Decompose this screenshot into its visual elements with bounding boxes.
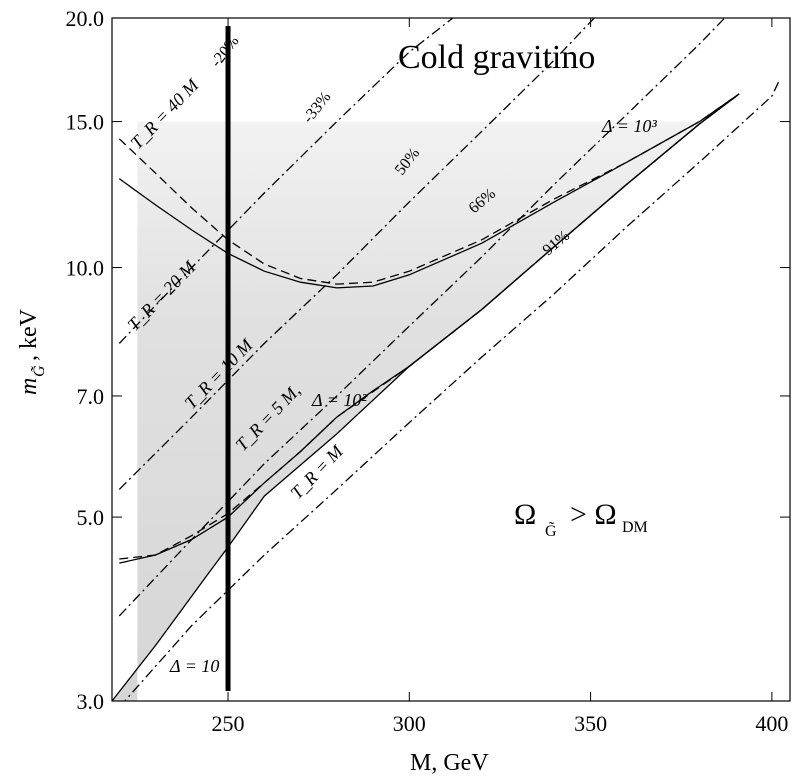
svg-text:DM: DM [622, 519, 648, 536]
x-axis-label: M, GeV [410, 750, 489, 776]
svg-text:Ω: Ω [514, 498, 536, 531]
svg-text:G̃: G̃ [30, 365, 48, 377]
series-line-7 [118, 18, 726, 617]
plot-frame [111, 17, 791, 702]
series-line-5 [118, 18, 454, 344]
y-tick-label-3: 10.0 [66, 256, 105, 281]
annotation-pct-33: -33% [300, 89, 335, 127]
y-tick-label-2: 7.0 [77, 384, 105, 409]
series-line-3 [118, 93, 740, 285]
series-line-4 [119, 93, 740, 560]
shaded-region-area [112, 121, 703, 701]
series-line-2 [118, 93, 740, 289]
annotation-delta-1000: Δ = 10³ [601, 116, 657, 136]
annotation-delta-100: Δ = 10² [311, 390, 367, 410]
x-tick-label-3: 400 [755, 711, 788, 736]
series-line-6 [118, 18, 595, 490]
x-tick-label-0: 250 [212, 711, 245, 736]
region-label: Ω G̃ > Ω DM [514, 498, 648, 540]
annotation-delta-10: Δ = 10 [169, 656, 219, 676]
svg-text:m: m [16, 378, 42, 395]
series-line-8 [123, 80, 780, 701]
y-tick-label-1: 5.0 [77, 505, 105, 530]
x-tick-label-1: 300 [393, 711, 426, 736]
y-tick-label-0: 3.0 [77, 689, 105, 714]
shaded-region [112, 121, 703, 701]
svg-text:> Ω: > Ω [570, 498, 617, 531]
y-axis-label: m G̃ , keV [16, 308, 48, 395]
svg-text:, keV: , keV [16, 308, 42, 361]
y-tick-label-5: 20.0 [66, 6, 105, 31]
axis-ticks: 250 300 350 400 3.0 5.0 7.0 10.0 15.0 20.0 [66, 6, 790, 736]
y-tick-label-4: 15.0 [66, 110, 105, 135]
x-tick-label-2: 350 [574, 711, 607, 736]
svg-text:G̃: G̃ [545, 522, 557, 540]
series-group [112, 18, 780, 701]
chart-title: Cold gravitino [398, 39, 595, 76]
annotation-pct-20: -20% [208, 33, 243, 71]
